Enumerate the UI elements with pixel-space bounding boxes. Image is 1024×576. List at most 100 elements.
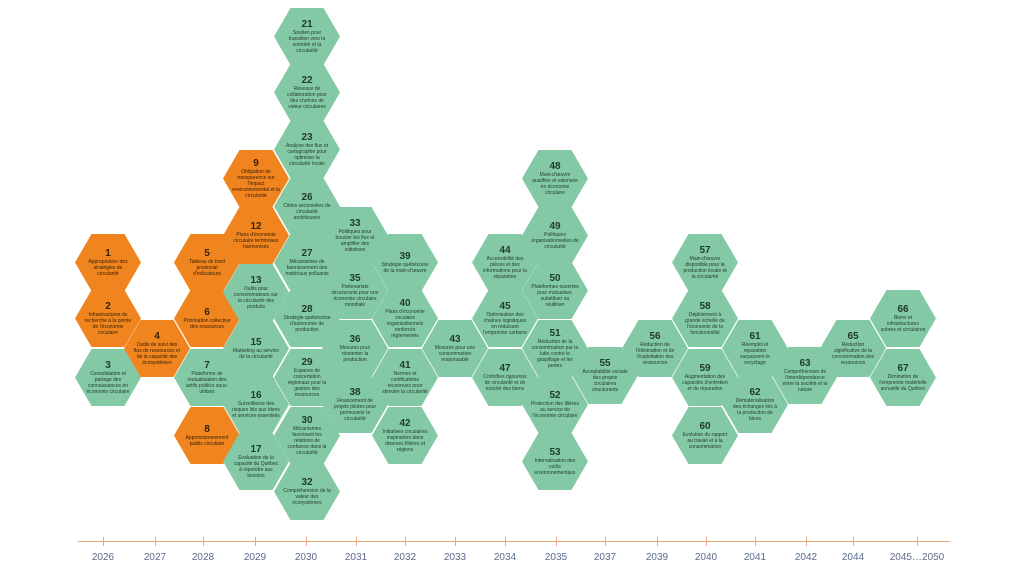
action-number: 17 <box>250 444 262 455</box>
timeline-tick <box>405 537 406 546</box>
action-number: 13 <box>250 275 262 286</box>
action-label: Réduction de l'élimination et de l'explo… <box>635 342 675 366</box>
action-number: 8 <box>204 424 210 435</box>
action-label: Consolidation et partage des connaissanc… <box>86 371 130 395</box>
action-hexagon: 66 Biens et infrastructures sobres et cir… <box>870 290 936 347</box>
year-label: 2044 <box>841 552 865 563</box>
action-hexagon: 39 Stratégie québécoise de la main-d'œuvr… <box>372 234 438 291</box>
action-label: Stratégie québécoise de la main-d'œuvre <box>381 262 429 274</box>
action-hexagon: 8 Approvisionnement public circulaire <box>174 407 240 464</box>
timeline-tick <box>505 537 506 546</box>
action-number: 1 <box>105 248 111 259</box>
timeline-tick <box>706 537 707 546</box>
action-number: 60 <box>699 421 711 432</box>
action-hexagon: 59 Augmentation des capacités d'entretien… <box>672 349 738 406</box>
action-number: 65 <box>847 331 859 342</box>
action-number: 57 <box>699 245 711 256</box>
action-hexagon: 53 Internalisation des coûts environnemen… <box>522 433 588 490</box>
action-number: 6 <box>204 307 210 318</box>
action-hexagon: 21 Soutien pour transition vers la sobrié… <box>274 8 340 65</box>
timeline-tick <box>155 537 156 546</box>
action-label: Cibles sectorielles de circularité ambit… <box>283 203 331 221</box>
action-number: 22 <box>301 75 313 86</box>
action-number: 59 <box>699 363 711 374</box>
action-label: Politiques pour boucler les flux et ampl… <box>335 229 375 253</box>
action-number: 7 <box>204 360 210 371</box>
year-label: 2031 <box>344 552 368 563</box>
action-hexagon: 26 Cibles sectorielles de circularité amb… <box>274 178 340 235</box>
action-number: 32 <box>301 477 313 488</box>
action-number: 61 <box>749 331 761 342</box>
action-hexagon: 63 Compréhension de l'interdépendance ent… <box>772 347 838 404</box>
action-number: 63 <box>799 358 811 369</box>
action-number: 55 <box>599 358 611 369</box>
timeline-tick <box>917 537 918 546</box>
action-label: Outils pour consommateurs sur la circula… <box>234 286 278 310</box>
action-number: 3 <box>105 360 111 371</box>
year-label: 2026 <box>91 552 115 563</box>
year-label: 2027 <box>143 552 167 563</box>
action-number: 43 <box>449 334 461 345</box>
action-number: 49 <box>549 221 561 232</box>
action-label: Politiques organisationnelles de circula… <box>531 232 579 250</box>
timeline-tick <box>356 537 357 546</box>
year-label: 2041 <box>743 552 767 563</box>
action-number: 9 <box>253 158 259 169</box>
action-number: 67 <box>897 363 909 374</box>
action-label: Diminution de l'empreinte matérielle ann… <box>879 374 927 392</box>
action-hexagon: 50 Plateformes ouvertes pour mutualiser, … <box>522 262 588 319</box>
action-label: Déploiement à grande échelle de l'économ… <box>685 312 725 336</box>
timeline-tick <box>657 537 658 546</box>
timeline-tick <box>755 537 756 546</box>
action-label: Évaluation de la capacité du Québec à ré… <box>233 455 279 479</box>
action-hexagon: 40 Plans d'économie circulaire organisati… <box>372 290 438 347</box>
action-label: Plans d'économie circulaire organisation… <box>385 309 425 339</box>
action-hexagon: 49 Politiques organisationnelles de circu… <box>522 207 588 264</box>
action-number: 48 <box>549 161 561 172</box>
action-hexagon: 41 Normes et certifications reconnues pou… <box>372 349 438 406</box>
action-label: Augmentation des capacités d'entretien e… <box>682 374 728 392</box>
timeline-tick <box>455 537 456 546</box>
action-label: Initiatives circulaires inspirantes dans… <box>382 429 428 453</box>
action-hexagon: 22 Réseaux de collaboration pour des chaî… <box>274 64 340 121</box>
action-label: Mesures pour une consommation responsabl… <box>434 345 476 363</box>
action-hexagon: 16 Surveillance des risques liés aux bien… <box>223 376 289 433</box>
timeline-tick <box>306 537 307 546</box>
year-label: 2039 <box>645 552 669 563</box>
action-label: Plateformes ouvertes pour mutualiser, su… <box>531 284 579 308</box>
action-hexagon: 48 Main-d'œuvre qualifiée et valorisée en… <box>522 150 588 207</box>
action-number: 21 <box>301 19 313 30</box>
action-hexagon: 15 Marketing au service de la circularité <box>223 320 289 377</box>
action-label: Biens et infrastructures sobres et circu… <box>880 315 926 333</box>
action-number: 36 <box>349 334 361 345</box>
action-number: 2 <box>105 301 111 312</box>
timeline-tick <box>255 537 256 546</box>
action-hexagon: 4 Outils de suivi des flux de ressources … <box>124 320 190 377</box>
action-number: 38 <box>349 387 361 398</box>
action-label: Mesures pour réorienter la production <box>339 345 371 363</box>
year-label: 2030 <box>294 552 318 563</box>
action-number: 53 <box>549 447 561 458</box>
action-hexagon: 58 Déploiement à grande échelle de l'écon… <box>672 290 738 347</box>
year-label: 2042 <box>794 552 818 563</box>
action-hexagon: 35 Partenariats structurants pour une éco… <box>322 262 388 319</box>
action-hexagon: 51 Réduction de la consommation par la lu… <box>522 320 588 377</box>
action-number: 51 <box>549 328 561 339</box>
action-number: 56 <box>649 331 661 342</box>
action-label: Analyse des flux et cartographie pour op… <box>286 143 328 167</box>
timeline-tick <box>605 537 606 546</box>
action-label: Évolution du rapport au travail et à la … <box>682 432 728 450</box>
action-number: 44 <box>499 245 511 256</box>
action-hexagon: 13 Outils pour consommateurs sur la circu… <box>223 264 289 321</box>
action-number: 42 <box>399 418 411 429</box>
action-number: 47 <box>499 363 511 374</box>
action-number: 30 <box>301 415 313 426</box>
action-number: 41 <box>399 360 411 371</box>
year-label: 2029 <box>243 552 267 563</box>
action-number: 50 <box>549 273 561 284</box>
timeline-tick <box>806 537 807 546</box>
action-number: 16 <box>250 390 262 401</box>
action-label: Accessibilité des pièces et des informat… <box>483 256 527 280</box>
year-label: 2033 <box>443 552 467 563</box>
action-label: Financement de projets pilotes pour prom… <box>333 398 377 422</box>
